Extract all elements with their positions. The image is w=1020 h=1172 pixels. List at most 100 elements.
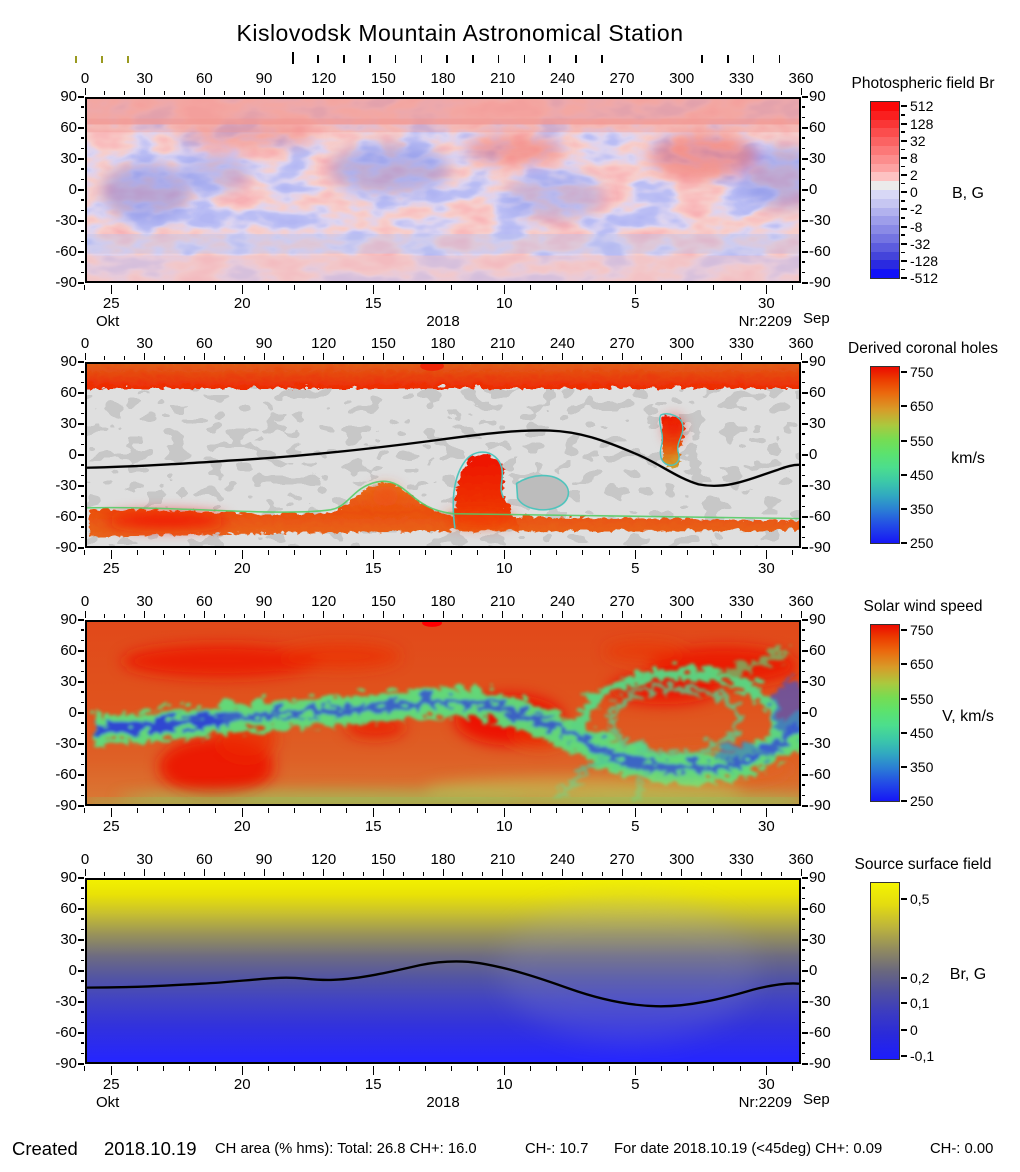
- lon-tick-label: 60: [195, 851, 213, 868]
- day-axis-tick: [136, 550, 138, 555]
- lat-tick-label: -30: [55, 477, 77, 494]
- lon-tick-label: 300: [669, 593, 695, 610]
- latitude-axis-tick: [802, 763, 805, 766]
- day-axis-tick: [556, 285, 558, 290]
- day-axis-tick: [660, 285, 662, 290]
- latitude-axis-tick: [802, 423, 808, 425]
- observation-day-tick: [575, 55, 577, 63]
- day-axis-tick: [84, 285, 86, 290]
- lon-tick-label: 60: [195, 593, 213, 610]
- longitude-axis-tick: [303, 872, 305, 876]
- lat-tick-label: 60: [809, 642, 826, 659]
- colorbar: [870, 366, 900, 544]
- day-axis-tick: [765, 808, 768, 817]
- colorbar-segment: [871, 207, 899, 217]
- day-axis-tick: [608, 285, 610, 290]
- longitude-axis-tick: [203, 353, 205, 360]
- colorbar-tick-label: 350: [910, 500, 934, 517]
- longitude-axis-tick: [223, 614, 225, 618]
- colorbar: [870, 624, 900, 802]
- longitude-axis-tick: [502, 869, 504, 876]
- longitude-axis-tick: [800, 353, 802, 360]
- lat-tick-label: 0: [809, 962, 818, 979]
- longitude-axis-tick: [601, 356, 603, 360]
- longitude-axis-tick: [422, 872, 424, 876]
- colorbar-segment: [871, 119, 899, 129]
- lon-tick-label: 330: [728, 851, 754, 868]
- observation-day-tick: [368, 55, 371, 63]
- day-axis-tick: [739, 1066, 741, 1071]
- day-axis-tick: [713, 285, 715, 290]
- longitude-axis-tick: [402, 356, 404, 360]
- latitude-axis-tick: [78, 970, 84, 972]
- longitude-axis-tick: [641, 872, 643, 876]
- latitude-axis-tick: [802, 980, 805, 982]
- latitude-axis-tick: [78, 485, 84, 487]
- day-tick-label: 5: [631, 295, 640, 312]
- latitude-axis-tick: [802, 805, 808, 807]
- latitude-axis-tick: [81, 928, 84, 931]
- day-axis-tick: [84, 808, 86, 813]
- day-axis-tick: [477, 285, 479, 290]
- latitude-axis-tick: [81, 230, 84, 232]
- day-axis-tick: [582, 285, 584, 290]
- latitude-axis-tick: [81, 949, 84, 951]
- longitude-axis-tick: [382, 611, 384, 618]
- colorbar-tick: [901, 663, 907, 666]
- day-axis-tick: [398, 1066, 400, 1071]
- colorbar-tick-label: 250: [910, 535, 934, 552]
- longitude-axis-tick: [541, 356, 543, 360]
- lon-tick-label: 0: [80, 593, 90, 610]
- colorbar-segment: [871, 189, 899, 199]
- day-tick-label: 15: [364, 818, 382, 835]
- day-axis-tick: [529, 550, 531, 555]
- day-tick-label: 10: [495, 1076, 513, 1093]
- latitude-axis-tick: [802, 660, 805, 662]
- day-axis-tick: [634, 808, 637, 817]
- latitude-axis-tick: [78, 908, 84, 910]
- colorbar-tick-label: 650: [910, 398, 934, 415]
- colorbar-minor-tick: [901, 114, 905, 116]
- colorbar: [870, 101, 900, 279]
- latitude-axis-tick: [802, 127, 808, 129]
- latitude-axis-tick: [78, 681, 84, 683]
- day-axis-tick: [503, 1066, 506, 1075]
- lat-tick-label: 30: [809, 931, 826, 948]
- colorbar-segment: [871, 269, 899, 278]
- longitude-axis-tick: [720, 614, 722, 618]
- day-axis-tick: [84, 1066, 86, 1071]
- day-axis-tick: [451, 808, 453, 813]
- lat-tick-label: -30: [55, 993, 77, 1010]
- latitude-axis-tick: [802, 230, 805, 232]
- longitude-axis-tick: [402, 872, 404, 876]
- colorbar-segment: [871, 198, 899, 208]
- longitude-axis-tick: [760, 356, 762, 360]
- longitude-axis-tick: [183, 872, 185, 876]
- latitude-axis-tick: [81, 1021, 84, 1024]
- lat-tick-label: -30: [809, 993, 831, 1010]
- lon-tick-label: 180: [430, 593, 456, 610]
- rotation-number: Nr:2209: [738, 1094, 792, 1111]
- longitude-axis-tick: [283, 614, 285, 618]
- latitude-axis-tick: [802, 189, 808, 191]
- latitude-axis-tick: [81, 1052, 84, 1055]
- day-axis-tick: [267, 1066, 269, 1071]
- longitude-axis-tick: [701, 872, 703, 876]
- day-axis-tick: [398, 550, 400, 555]
- latitude-axis-tick: [78, 454, 84, 456]
- latitude-axis-tick: [81, 1011, 84, 1013]
- longitude-axis-tick: [681, 88, 683, 95]
- lon-tick-label: 210: [490, 851, 516, 868]
- lat-tick-label: 90: [809, 869, 826, 886]
- longitude-axis-tick: [84, 353, 86, 360]
- latitude-axis-tick: [802, 516, 808, 518]
- latitude-axis-tick: [802, 1021, 805, 1024]
- colorbar-minor-tick: [901, 148, 905, 151]
- longitude-axis-tick: [701, 356, 703, 360]
- lat-tick-label: 90: [60, 353, 77, 370]
- latitude-axis-tick: [78, 516, 84, 518]
- day-axis-tick: [634, 550, 637, 559]
- day-axis-tick: [529, 1066, 531, 1071]
- latitude-axis-tick: [81, 240, 84, 243]
- latitude-axis-tick: [802, 495, 805, 497]
